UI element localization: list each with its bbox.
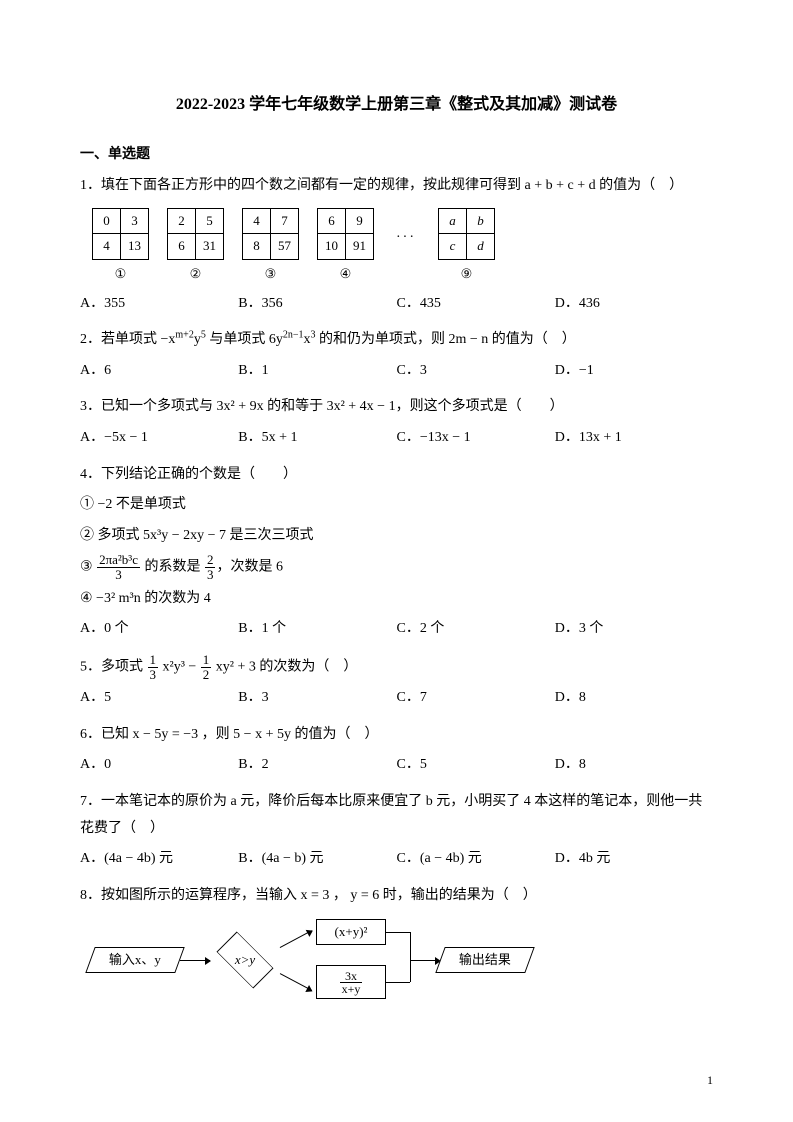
arrow (180, 960, 210, 961)
question-5: 5．多项式 13 x²y³ − 12 xy² + 3 的次数为（ ） A．5 B… (80, 653, 713, 712)
opt-a: A．355 (80, 291, 238, 318)
arrow (280, 973, 312, 991)
q1-text: 1．填在下面各正方形中的四个数之间都有一定的规律，按此规律可得到 a + b +… (80, 173, 713, 200)
q1-boxes: 03413① 25631② 47857③ 691091④ ··· abcd⑨ (92, 208, 713, 287)
question-8: 8．按如图所示的运算程序，当输入 x = 3 ， y = 6 时，输出的结果为（… (80, 883, 713, 1006)
q4-options: A．0 个 B．1 个 C．2 个 D．3 个 (80, 616, 713, 643)
opt-b: B．356 (238, 291, 396, 318)
section-heading: 一、单选题 (80, 142, 713, 169)
question-1: 1．填在下面各正方形中的四个数之间都有一定的规律，按此规律可得到 a + b +… (80, 173, 713, 317)
q6-options: A．0 B．2 C．5 D．8 (80, 752, 713, 779)
q5-text: 5．多项式 13 x²y³ − 12 xy² + 3 的次数为（ ） (80, 653, 713, 681)
ellipsis: ··· (392, 225, 420, 270)
opt-c: C．435 (397, 291, 555, 318)
page-number: 1 (707, 1069, 713, 1092)
question-2: 2．若单项式 −xm+2y5 与单项式 6y2n−1x3 的和仍为单项式，则 2… (80, 327, 713, 384)
q2-text: 2．若单项式 −xm+2y5 与单项式 6y2n−1x3 的和仍为单项式，则 2… (80, 327, 713, 354)
question-7: 7．一本笔记本的原价为 a 元，降价后每本比原来便宜了 b 元，小明买了 4 本… (80, 789, 713, 873)
line (386, 932, 410, 933)
arrow (280, 930, 312, 948)
question-4: 4．下列结论正确的个数是（ ） ① −2 不是单项式 ② 多项式 5x³y − … (80, 462, 713, 643)
q2-options: A．6 B．1 C．3 D．−1 (80, 358, 713, 385)
q1-options: A．355 B．356 C．435 D．436 (80, 291, 713, 318)
q3-options: A．−5x − 1 B．5x + 1 C．−13x − 1 D．13x + 1 (80, 425, 713, 452)
q8-flowchart: 输入x、y x>y (x+y)² 3xx+y 输出结果 (90, 915, 570, 1005)
arrow (410, 960, 440, 961)
q4-stmt1: ① −2 不是单项式 (80, 492, 713, 519)
page-title: 2022-2023 学年七年级数学上册第三章《整式及其加减》测试卷 (80, 90, 713, 120)
q4-stmt2: ② 多项式 5x³y − 2xy − 7 是三次三项式 (80, 523, 713, 550)
q7-options: A．(4a − 4b) 元 B．(4a − b) 元 C．(a − 4b) 元 … (80, 846, 713, 873)
flow-decision: x>y (210, 940, 280, 980)
flow-top: (x+y)² (316, 919, 386, 945)
opt-d: D．436 (555, 291, 713, 318)
q4-stmt4: ④ −3² m³n 的次数为 4 (80, 586, 713, 613)
line (410, 932, 411, 982)
line (386, 982, 410, 983)
question-3: 3．已知一个多项式与 3x² + 9x 的和等于 3x² + 4x − 1，则这… (80, 394, 713, 451)
q4-stmt3: ③ 2πa²b³c3 的系数是 23，次数是 6 (80, 553, 713, 581)
q5-options: A．5 B．3 C．7 D．8 (80, 685, 713, 712)
question-6: 6．已知 x − 5y = −3 ，则 5 − x + 5y 的值为（ ） A．… (80, 722, 713, 779)
flow-bottom: 3xx+y (316, 965, 386, 999)
flow-input: 输入x、y (85, 947, 184, 973)
flow-output: 输出结果 (435, 947, 534, 973)
